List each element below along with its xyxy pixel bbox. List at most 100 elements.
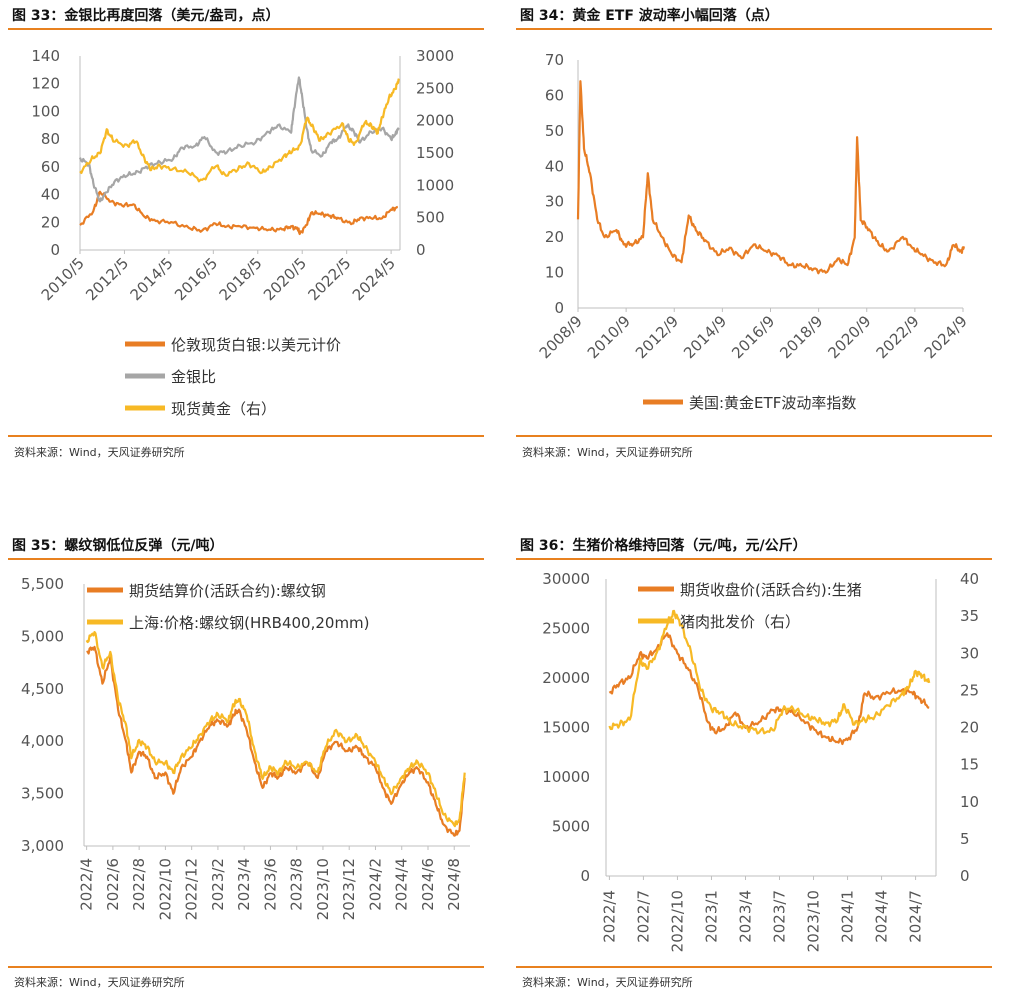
y-right-tick-label: 1000 — [416, 176, 454, 194]
x-tick-label: 2023/2 — [209, 858, 227, 911]
y-tick-label: 5,500 — [21, 575, 64, 593]
series-line-3 — [79, 78, 400, 183]
x-tick-label: 2024/4 — [393, 858, 411, 911]
legend-label: 现货黄金（右） — [171, 400, 276, 418]
x-tick-label: 2024/2 — [366, 858, 384, 911]
x-tick-label: 2012/9 — [632, 312, 682, 362]
x-tick-label: 2023/4 — [235, 858, 253, 911]
x-tick-label: 2024/1 — [839, 890, 857, 943]
x-tick-label: 2024/9 — [921, 312, 971, 362]
legend-label: 期货收盘价(活跃合约):生猪 — [680, 581, 862, 599]
x-tick-label: 2023/12 — [340, 858, 358, 920]
legend-label: 伦敦现货白银:以美元计价 — [171, 336, 341, 354]
x-tick-label: 2008/9 — [536, 312, 586, 362]
x-tick-label: 2018/5 — [216, 254, 266, 304]
title-rule — [8, 28, 484, 30]
x-tick-label: 2024/5 — [349, 254, 399, 304]
source-note: 资料来源：Wind，天风证券研究所 — [14, 446, 185, 459]
source-rule — [8, 435, 484, 437]
y-tick-label: 5,000 — [21, 627, 64, 645]
source-note: 资料来源：Wind，天风证券研究所 — [522, 976, 693, 989]
y-tick-label: 4,500 — [21, 680, 64, 698]
y-right-tick-label: 0 — [416, 241, 426, 259]
y-right-tick-label: 25 — [960, 681, 979, 699]
chart-35: 5,500 5,000 4,500 4,000 3,500 3,000 2022/4 2022… — [21, 575, 470, 920]
y-tick-label: 0 — [580, 867, 590, 885]
source-rule — [8, 966, 484, 968]
y-right-tick-label: 40 — [960, 570, 979, 588]
title-rule — [8, 558, 484, 560]
y-tick-label: 40 — [41, 186, 60, 204]
x-tick-label: 2014/5 — [127, 254, 177, 304]
figure-title: 图 35：螺纹钢低位反弹（元/吨） — [12, 538, 224, 554]
y-tick-label: 80 — [41, 130, 60, 148]
legend-label: 美国:黄金ETF波动率指数 — [689, 394, 856, 412]
x-tick-label: 2023/6 — [261, 858, 279, 911]
series-line-2 — [78, 76, 400, 203]
y-tick-label: 25000 — [542, 620, 590, 638]
x-tick-label: 2023/8 — [288, 858, 306, 911]
y-tick-label: 3,500 — [21, 785, 64, 803]
x-tick-label: 2023/10 — [805, 890, 823, 952]
series-line-1 — [608, 632, 930, 746]
chart-36: 30000 25000 20000 15000 10000 5000 0 40 35 30 25 20… — [542, 570, 979, 952]
y-tick-label: 120 — [31, 75, 60, 93]
legend-label: 金银比 — [171, 368, 216, 386]
y-right-tick-label: 30 — [960, 644, 979, 662]
y-tick-label: 100 — [31, 102, 60, 120]
x-tick-label: 2022/12 — [183, 858, 201, 920]
x-tick-label: 2022/10 — [156, 858, 174, 920]
x-tick-label: 2010/5 — [38, 254, 88, 304]
x-tick-label: 2022/10 — [668, 890, 686, 952]
x-tick-label: 2016/9 — [728, 312, 778, 362]
x-tick-label: 2022/9 — [873, 312, 923, 362]
y-tick-label: 60 — [41, 158, 60, 176]
x-tick-label: 2022/8 — [130, 858, 148, 911]
y-right-tick-label: 0 — [960, 867, 970, 885]
y-tick-label: 20 — [41, 213, 60, 231]
y-tick-label: 60 — [545, 86, 564, 104]
x-tick-label: 2023/10 — [314, 858, 332, 920]
y-tick-label: 5000 — [552, 818, 590, 836]
y-right-tick-label: 35 — [960, 607, 979, 625]
x-tick-label: 2010/9 — [584, 312, 634, 362]
y-tick-label: 0 — [50, 241, 60, 259]
y-tick-label: 4,000 — [21, 732, 64, 750]
y-tick-label: 40 — [545, 157, 564, 175]
x-tick-label: 2012/5 — [82, 254, 132, 304]
x-tick-label: 2022/7 — [634, 890, 652, 943]
x-tick-label: 2016/5 — [171, 254, 221, 304]
x-tick-label: 2024/6 — [419, 858, 437, 911]
chart-33: 140 120 100 80 60 40 20 0 3000 2500 2000 1500 1000 50… — [31, 47, 454, 418]
y-right-tick-label: 3000 — [416, 47, 454, 65]
x-tick-label: 2023/1 — [702, 890, 720, 943]
y-tick-label: 140 — [31, 47, 60, 65]
y-tick-label: 20 — [545, 228, 564, 246]
y-right-tick-label: 2000 — [416, 112, 454, 130]
series-line-1 — [79, 190, 398, 236]
title-rule — [516, 28, 992, 30]
figure-title: 图 36：生猪价格维持回落（元/吨，元/公斤） — [520, 538, 807, 554]
series-line-1 — [576, 80, 966, 275]
x-tick-label: 2024/7 — [907, 890, 925, 943]
y-tick-label: 3,000 — [21, 837, 64, 855]
y-tick-label: 30 — [545, 193, 564, 211]
x-tick-label: 2018/9 — [776, 312, 826, 362]
source-note: 资料来源：Wind，天风证券研究所 — [14, 976, 185, 989]
x-tick-label: 2020/5 — [260, 254, 310, 304]
x-tick-label: 2023/7 — [771, 890, 789, 943]
y-right-tick-label: 10 — [960, 793, 979, 811]
legend-label: 上海:价格:螺纹钢(HRB400,20mm) — [129, 614, 370, 632]
source-rule — [516, 966, 992, 968]
y-tick-label: 10 — [545, 264, 564, 282]
title-rule — [516, 558, 992, 560]
y-tick-label: 30000 — [542, 570, 590, 588]
y-tick-label: 70 — [545, 51, 564, 69]
x-tick-label: 2014/9 — [680, 312, 730, 362]
x-tick-label: 2022/4 — [600, 890, 618, 943]
y-tick-label: 20000 — [542, 669, 590, 687]
legend-label: 猪肉批发价（右） — [680, 613, 800, 631]
y-right-tick-label: 2500 — [416, 79, 454, 97]
y-tick-label: 0 — [554, 299, 564, 317]
source-rule — [516, 435, 992, 437]
